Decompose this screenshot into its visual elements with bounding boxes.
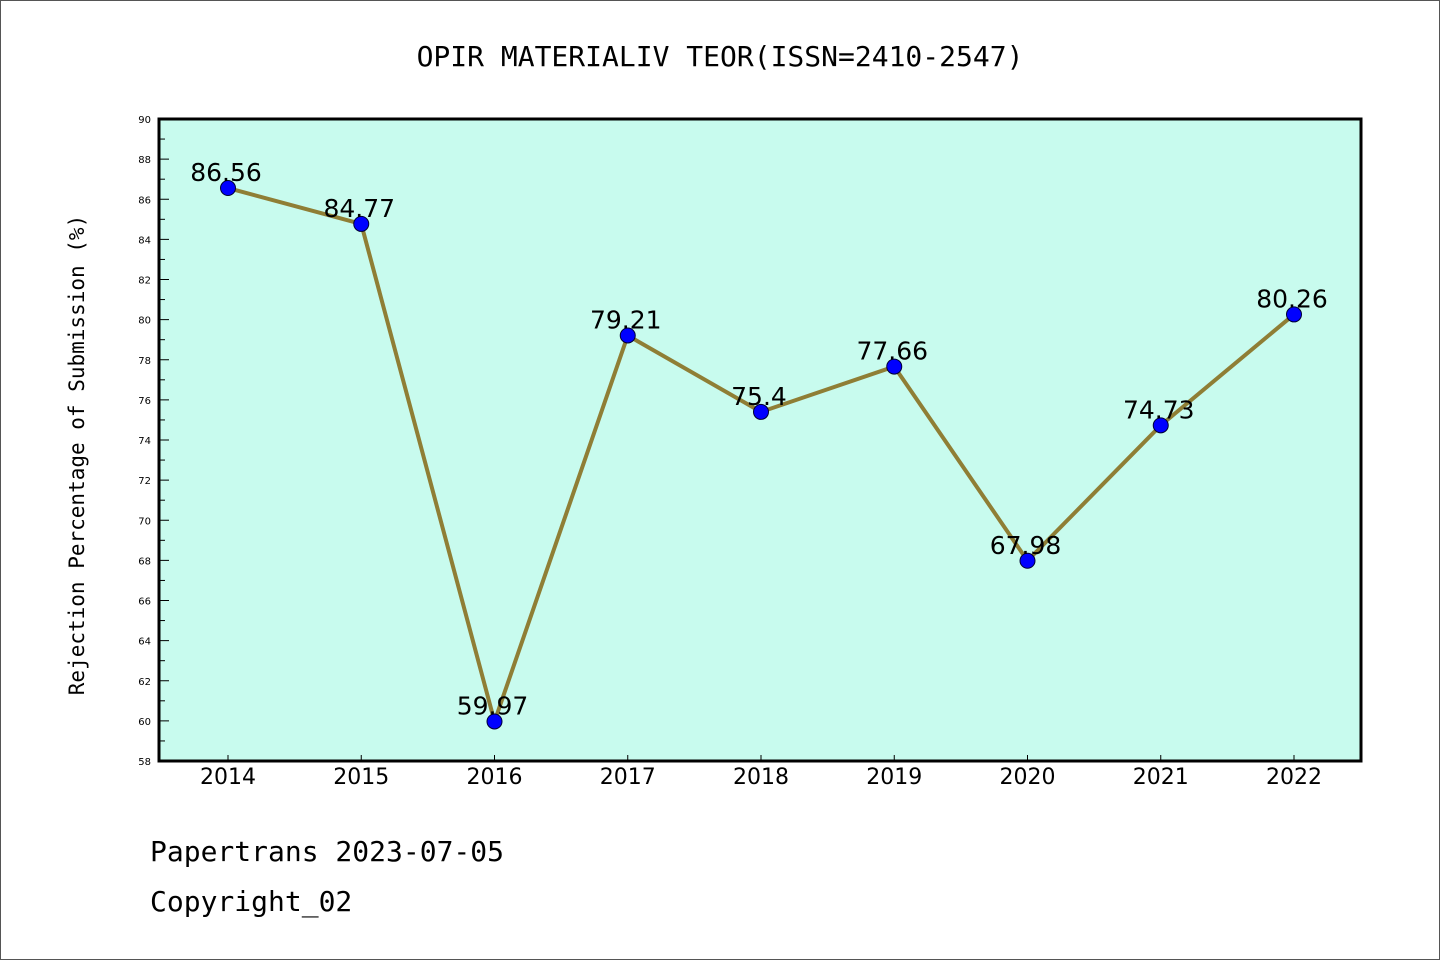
y-tick-label: 64 bbox=[138, 637, 151, 648]
data-markers bbox=[220, 180, 1302, 730]
x-tick-label: 2021 bbox=[1133, 765, 1189, 790]
x-tick-label: 2016 bbox=[467, 765, 523, 790]
y-tick-label: 70 bbox=[138, 516, 151, 527]
y-axis-label: Rejection Percentage of Submission (%) bbox=[65, 215, 89, 695]
y-tick-label: 80 bbox=[138, 316, 151, 327]
data-point-marker bbox=[220, 180, 236, 197]
y-tick-label: 76 bbox=[138, 396, 151, 407]
data-label: 74.73 bbox=[1123, 395, 1195, 424]
data-point-marker bbox=[1019, 552, 1036, 569]
data-point-marker bbox=[753, 403, 769, 420]
data-label: 75.4 bbox=[731, 382, 787, 411]
y-tick-label: 58 bbox=[138, 757, 151, 768]
y-tick-label: 68 bbox=[138, 556, 151, 567]
data-label: 67.98 bbox=[990, 531, 1062, 560]
x-tick-label: 2014 bbox=[200, 765, 256, 790]
data-label: 86.56 bbox=[190, 158, 262, 187]
x-tick-label: 2019 bbox=[866, 765, 922, 790]
data-label: 79.21 bbox=[590, 305, 662, 334]
x-tick-label: 2015 bbox=[333, 765, 389, 790]
y-tick-label: 66 bbox=[138, 597, 151, 608]
y-tick-label: 84 bbox=[138, 235, 151, 246]
data-point-marker bbox=[486, 713, 503, 730]
data-label: 59.97 bbox=[457, 691, 529, 720]
x-axis: 2014 2015 2016 2017 2018 2019 2020 2021 2022 bbox=[200, 755, 1322, 790]
data-point-marker bbox=[353, 215, 370, 232]
data-label: 77.66 bbox=[856, 337, 928, 366]
x-tick-label: 2018 bbox=[733, 765, 789, 790]
x-tick-label: 2017 bbox=[600, 765, 656, 790]
x-tick-label: 2020 bbox=[1000, 765, 1056, 790]
footer-copyright: Copyright_02 bbox=[150, 885, 353, 918]
data-labels: 86.56 84.77 59.97 79.21 75.4 77.66 67.98 74.73 8… bbox=[190, 158, 1328, 720]
data-label: 84.77 bbox=[323, 194, 395, 223]
footer-source-date: Papertrans 2023-07-05 bbox=[150, 835, 505, 868]
data-point-marker bbox=[1286, 306, 1302, 323]
data-label: 80.26 bbox=[1256, 284, 1328, 313]
y-tick-label: 72 bbox=[138, 476, 151, 487]
y-tick-label: 88 bbox=[138, 155, 151, 166]
x-tick-label: 2022 bbox=[1266, 765, 1322, 790]
data-point-marker bbox=[1152, 417, 1169, 434]
y-tick-label: 82 bbox=[138, 276, 151, 287]
data-point-marker bbox=[886, 358, 903, 375]
data-point-marker bbox=[619, 327, 636, 344]
y-tick-label: 78 bbox=[138, 356, 151, 367]
plot-border bbox=[157, 117, 1363, 763]
y-tick-label: 90 bbox=[138, 115, 151, 126]
y-tick-label: 74 bbox=[138, 436, 151, 447]
chart-title: OPIR MATERIALIV TEOR(ISSN=2410-2547) bbox=[417, 40, 1024, 73]
y-tick-label: 86 bbox=[138, 195, 151, 206]
y-tick-label: 62 bbox=[138, 677, 151, 688]
y-tick-label: 60 bbox=[138, 717, 151, 728]
